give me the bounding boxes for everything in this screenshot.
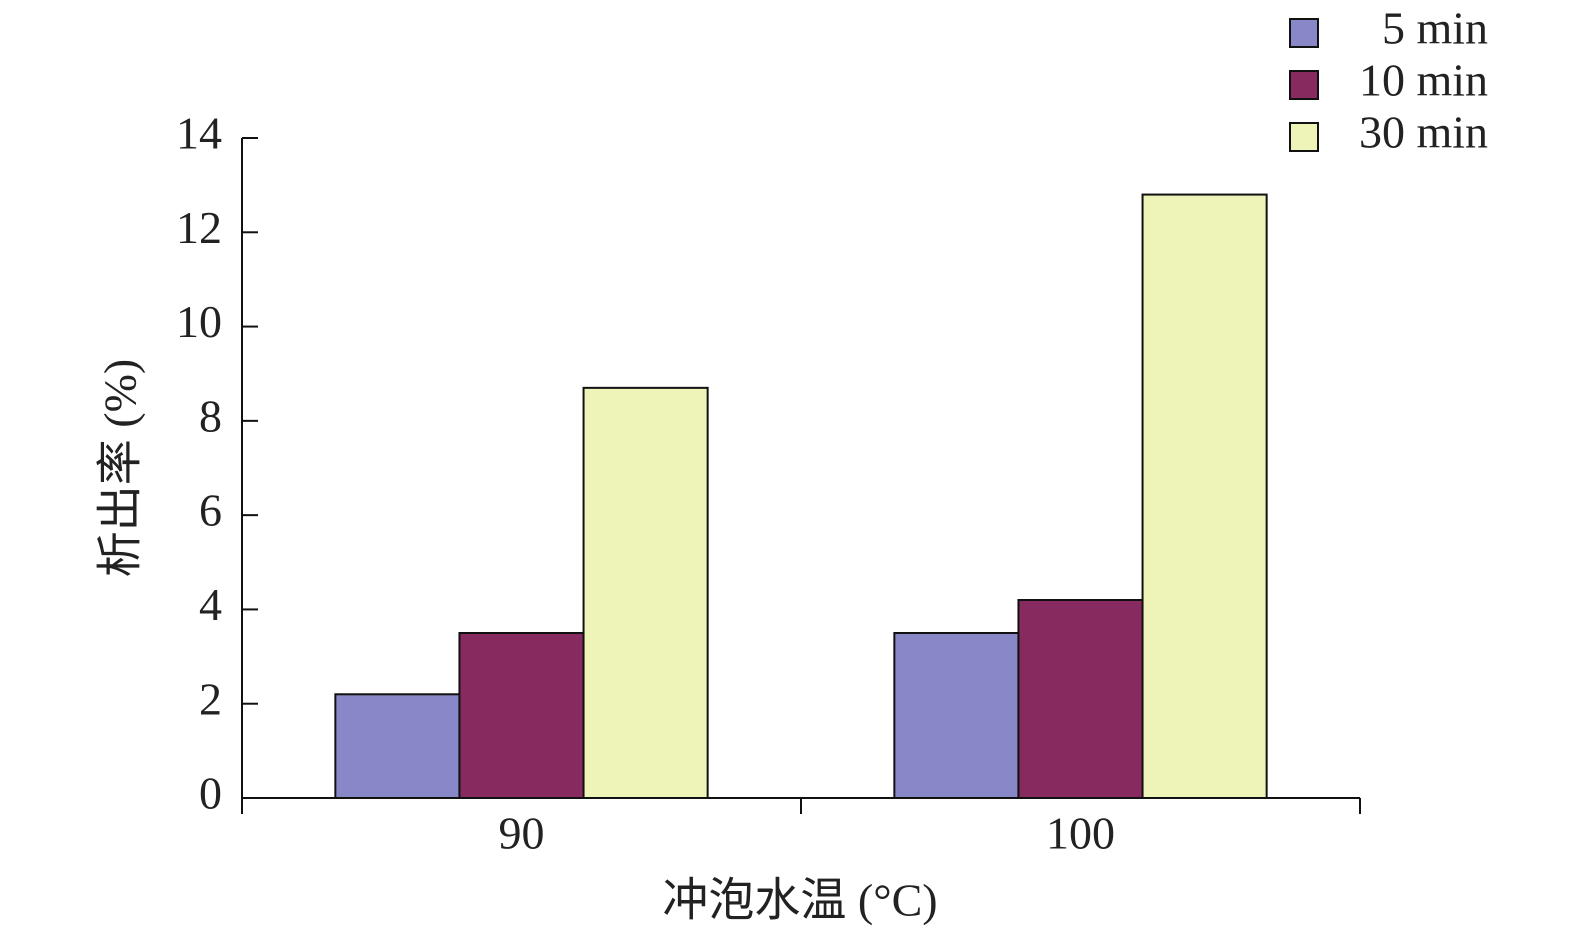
x-tick-label: 100 [1046, 808, 1115, 859]
y-axis-label: 析出率 (%) [95, 359, 146, 577]
legend-swatch [1289, 18, 1319, 48]
bar [1017, 599, 1144, 799]
legend-swatch [1289, 70, 1319, 100]
bar [1141, 193, 1268, 800]
legend-label: 10 min [1359, 55, 1488, 106]
bar [334, 693, 461, 799]
x-axis-label: 冲泡水温 (°C) [662, 875, 937, 926]
y-tick-label: 4 [199, 579, 222, 630]
bar [582, 386, 709, 799]
legend-label: 5 min [1382, 3, 1488, 54]
y-tick-label: 8 [199, 390, 222, 441]
x-tick-label: 90 [499, 808, 545, 859]
y-tick-label: 6 [199, 485, 222, 536]
y-tick-label: 10 [176, 296, 222, 347]
legend-label: 30 min [1359, 107, 1488, 158]
legend-swatch [1289, 122, 1319, 152]
y-tick-label: 14 [176, 108, 222, 159]
y-tick-label: 12 [176, 202, 222, 253]
y-tick-label: 0 [199, 768, 222, 819]
y-tick-label: 2 [199, 673, 222, 724]
bar [893, 632, 1020, 799]
bar [458, 632, 585, 799]
